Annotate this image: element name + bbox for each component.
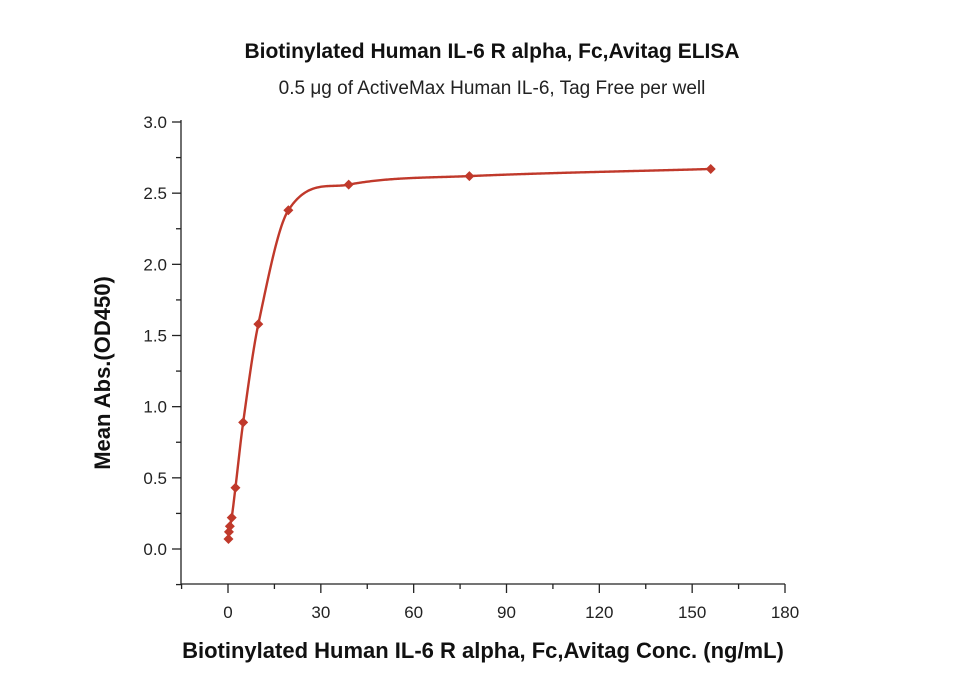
fit-curve [227,167,711,540]
y-tick-label: 2.5 [143,184,167,203]
data-point [226,512,237,523]
x-tick-label: 0 [223,603,232,622]
axis-ticks [172,121,786,593]
data-point [230,482,241,493]
data-point [238,417,249,428]
axes [180,120,785,585]
chart-subtitle: 0.5 μg of ActiveMax Human IL-6, Tag Free… [279,78,706,99]
y-tick-label: 2.0 [143,255,167,274]
y-tick-label: 0.0 [143,540,167,559]
x-tick-label: 60 [404,603,423,622]
data-point [343,179,354,190]
y-tick-label: 1.0 [143,398,167,417]
data-point [464,171,475,182]
tick-labels: 0 30 60 90 120 150 180 0.0 0.5 1.0 1.5 2.0 2.5 3.0 [143,113,799,622]
data-point [224,521,235,532]
x-tick-label: 180 [771,603,799,622]
data-point [705,163,716,174]
chart-title: Biotinylated Human IL-6 R alpha, Fc,Avit… [244,40,739,63]
x-tick-label: 30 [311,603,330,622]
x-tick-label: 120 [585,603,613,622]
y-tick-label: 1.5 [143,327,167,346]
y-axis-label: Mean Abs.(OD450) [90,276,115,470]
x-axis-label: Biotinylated Human IL-6 R alpha, Fc,Avit… [182,638,784,663]
y-tick-label: 0.5 [143,469,167,488]
x-tick-label: 150 [678,603,706,622]
data-points [223,163,716,545]
data-point [253,319,264,330]
data-point [223,534,234,545]
x-tick-label: 90 [497,603,516,622]
data-point [283,205,294,216]
y-tick-label: 3.0 [143,113,167,132]
